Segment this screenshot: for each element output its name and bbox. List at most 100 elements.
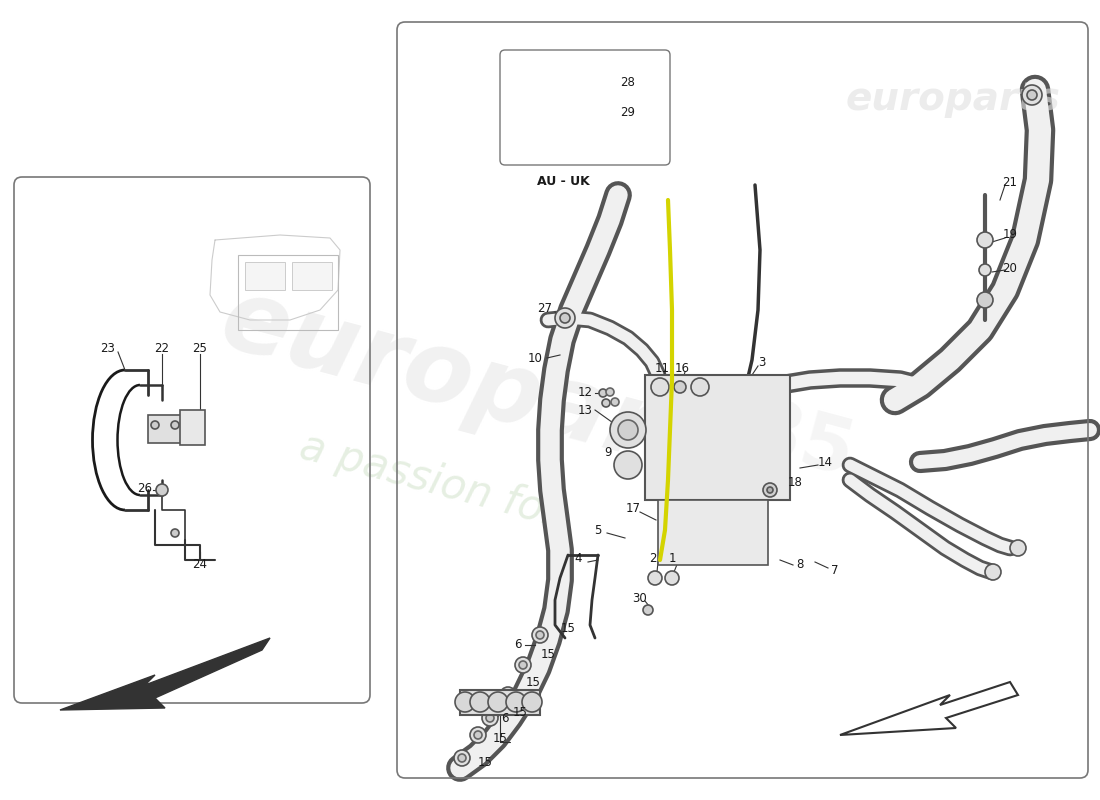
Bar bbox=[292, 262, 332, 290]
Circle shape bbox=[614, 451, 642, 479]
Text: 4: 4 bbox=[574, 551, 582, 565]
Circle shape bbox=[1027, 90, 1037, 100]
Circle shape bbox=[644, 605, 653, 615]
Text: 15: 15 bbox=[540, 649, 556, 662]
Circle shape bbox=[610, 412, 646, 448]
Circle shape bbox=[536, 631, 544, 639]
Circle shape bbox=[515, 657, 531, 673]
Bar bbox=[658, 500, 768, 565]
Circle shape bbox=[977, 292, 993, 308]
Circle shape bbox=[606, 388, 614, 396]
Text: 13: 13 bbox=[578, 403, 593, 417]
Circle shape bbox=[1010, 540, 1026, 556]
Text: 15: 15 bbox=[493, 731, 507, 745]
Bar bbox=[245, 262, 285, 290]
Text: 15: 15 bbox=[561, 622, 575, 634]
Circle shape bbox=[1022, 85, 1042, 105]
Text: 26: 26 bbox=[138, 482, 153, 494]
Polygon shape bbox=[60, 638, 270, 710]
Circle shape bbox=[170, 421, 179, 429]
Text: 12: 12 bbox=[578, 386, 593, 399]
Text: 5: 5 bbox=[594, 523, 602, 537]
Text: 11: 11 bbox=[654, 362, 670, 374]
Circle shape bbox=[474, 731, 482, 739]
Circle shape bbox=[618, 420, 638, 440]
Bar bbox=[148, 415, 183, 443]
Circle shape bbox=[979, 264, 991, 276]
Text: 16: 16 bbox=[674, 362, 690, 374]
Circle shape bbox=[984, 564, 1001, 580]
Circle shape bbox=[488, 692, 508, 712]
Circle shape bbox=[532, 627, 548, 643]
Circle shape bbox=[470, 692, 490, 712]
Circle shape bbox=[519, 661, 527, 669]
Circle shape bbox=[666, 571, 679, 585]
Text: 15: 15 bbox=[513, 706, 527, 718]
Circle shape bbox=[534, 78, 553, 98]
Circle shape bbox=[535, 107, 551, 123]
Circle shape bbox=[602, 399, 610, 407]
Text: 29: 29 bbox=[620, 106, 636, 119]
Bar bbox=[180, 410, 205, 445]
Circle shape bbox=[560, 313, 570, 323]
Bar bbox=[645, 375, 790, 500]
Circle shape bbox=[610, 398, 619, 406]
Circle shape bbox=[600, 389, 607, 397]
Text: 15: 15 bbox=[477, 755, 493, 769]
Circle shape bbox=[454, 750, 470, 766]
Circle shape bbox=[470, 727, 486, 743]
Text: 15: 15 bbox=[526, 677, 540, 690]
Text: 30: 30 bbox=[632, 591, 648, 605]
Circle shape bbox=[767, 487, 773, 493]
Text: a passion for: a passion for bbox=[295, 425, 564, 535]
Circle shape bbox=[556, 308, 575, 328]
Text: 25: 25 bbox=[192, 342, 208, 354]
Bar bbox=[238, 255, 338, 330]
Text: 19: 19 bbox=[1002, 229, 1018, 242]
Circle shape bbox=[455, 692, 475, 712]
Text: 18: 18 bbox=[788, 477, 802, 490]
Circle shape bbox=[691, 378, 710, 396]
Circle shape bbox=[506, 692, 526, 712]
Polygon shape bbox=[840, 682, 1018, 735]
Circle shape bbox=[674, 381, 686, 393]
Circle shape bbox=[763, 483, 777, 497]
Text: 7: 7 bbox=[832, 563, 838, 577]
Bar bbox=[460, 690, 540, 715]
Text: 20: 20 bbox=[1002, 262, 1018, 274]
FancyBboxPatch shape bbox=[500, 50, 670, 165]
Text: 2: 2 bbox=[649, 551, 657, 565]
Text: 1985: 1985 bbox=[638, 366, 862, 494]
Text: 1: 1 bbox=[669, 551, 675, 565]
Text: 6: 6 bbox=[515, 638, 521, 651]
Circle shape bbox=[651, 378, 669, 396]
Text: AU - UK: AU - UK bbox=[537, 175, 590, 188]
Circle shape bbox=[458, 754, 466, 762]
Text: 3: 3 bbox=[758, 355, 766, 369]
Circle shape bbox=[156, 484, 168, 496]
Circle shape bbox=[486, 714, 494, 722]
Circle shape bbox=[522, 692, 542, 712]
Text: 10: 10 bbox=[528, 351, 542, 365]
Text: 17: 17 bbox=[626, 502, 640, 514]
Circle shape bbox=[504, 691, 512, 699]
Circle shape bbox=[538, 83, 548, 93]
Text: 23: 23 bbox=[100, 342, 116, 354]
Circle shape bbox=[170, 529, 179, 537]
Circle shape bbox=[977, 232, 993, 248]
Text: 14: 14 bbox=[817, 455, 833, 469]
Text: 9: 9 bbox=[604, 446, 612, 458]
Text: 6: 6 bbox=[502, 711, 508, 725]
Text: europarts: europarts bbox=[845, 80, 1060, 118]
Text: 27: 27 bbox=[538, 302, 552, 314]
Circle shape bbox=[482, 710, 498, 726]
Text: 21: 21 bbox=[1002, 175, 1018, 189]
Text: 8: 8 bbox=[796, 558, 804, 571]
Circle shape bbox=[500, 687, 516, 703]
Text: 24: 24 bbox=[192, 558, 208, 571]
Text: europarts: europarts bbox=[210, 271, 770, 509]
Circle shape bbox=[648, 571, 662, 585]
Text: 28: 28 bbox=[620, 77, 636, 90]
Circle shape bbox=[151, 421, 160, 429]
Circle shape bbox=[539, 111, 547, 119]
